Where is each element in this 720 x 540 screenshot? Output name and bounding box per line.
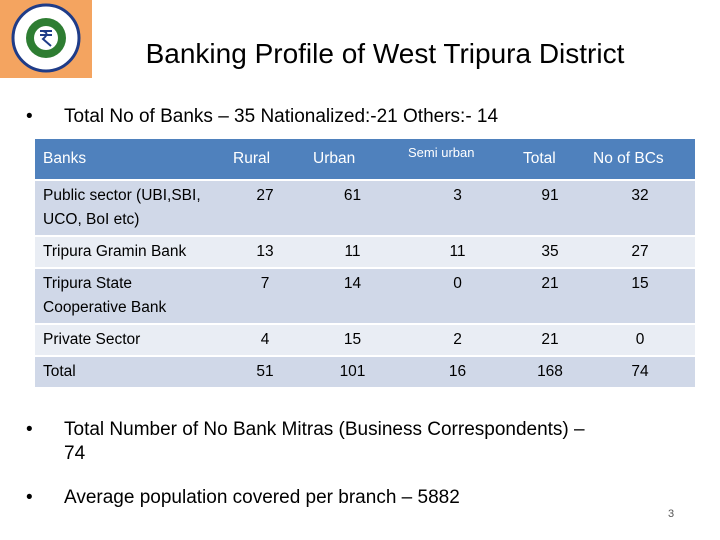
cell: 51	[225, 357, 305, 387]
cell: 3	[400, 181, 515, 235]
bullet-text: Total No of Banks – 35 Nationalized:-21 …	[64, 106, 499, 127]
bullet-text: Average population covered per branch – …	[64, 487, 460, 508]
cell: 61	[305, 181, 400, 235]
column-header: Total	[515, 139, 585, 179]
page-number: 3	[668, 508, 675, 520]
bank-table: Banks Rural Urban Semi urban Total No of BCs …	[35, 137, 695, 389]
row-label: Public sector (UBI,SBI, UCO, BoI etc)	[35, 181, 225, 235]
bullet-dot: •	[26, 419, 33, 440]
cell: 27	[585, 237, 695, 267]
cell: 21	[515, 325, 585, 355]
cell: 101	[305, 357, 400, 387]
table-row: Private Sector 4 15 2 21 0	[35, 325, 695, 355]
row-label: Private Sector	[35, 325, 225, 355]
cell: 11	[400, 237, 515, 267]
cell: 32	[585, 181, 695, 235]
logo-inner	[34, 26, 58, 50]
logo-symbol	[40, 30, 52, 47]
bullet: • Total Number of No Bank Mitras (Busine…	[26, 418, 586, 466]
row-label: Tripura Gramin Bank	[35, 237, 225, 267]
table-row: Tripura Gramin Bank 13 11 11 35 27	[35, 237, 695, 267]
bullet-text: Total Number of No Bank Mitras (Business…	[64, 419, 585, 464]
cell: 7	[225, 269, 305, 323]
header-row: Banks Rural Urban Semi urban Total No of BCs	[35, 139, 695, 179]
table-row: Tripura State Cooperative Bank 7 14 0 21 15	[35, 269, 695, 323]
cell: 91	[515, 181, 585, 235]
cell: 15	[585, 269, 695, 323]
bullet-dot: •	[26, 106, 33, 127]
column-header: Semi urban	[400, 139, 515, 179]
column-header: Rural	[225, 139, 305, 179]
column-header: Banks	[35, 139, 225, 179]
cell: 0	[585, 325, 695, 355]
cell: 74	[585, 357, 695, 387]
cell: 35	[515, 237, 585, 267]
bullet-dot: •	[26, 487, 33, 508]
cell: 15	[305, 325, 400, 355]
row-label: Total	[35, 357, 225, 387]
cell: 27	[225, 181, 305, 235]
slide-title: Banking Profile of West Tripura District	[145, 38, 625, 69]
table-row: Total 51 101 16 168 74	[35, 357, 695, 387]
row-label: Tripura State Cooperative Bank	[35, 269, 225, 323]
cell: 11	[305, 237, 400, 267]
bullet: • Average population covered per branch …	[26, 486, 626, 510]
cell: 21	[515, 269, 585, 323]
column-header: No of BCs	[585, 139, 695, 179]
cell: 0	[400, 269, 515, 323]
cell: 2	[400, 325, 515, 355]
cell: 13	[225, 237, 305, 267]
column-header: Urban	[305, 139, 400, 179]
logo	[0, 0, 92, 78]
cell: 16	[400, 357, 515, 387]
cell: 168	[515, 357, 585, 387]
cell: 4	[225, 325, 305, 355]
cell: 14	[305, 269, 400, 323]
table-row: Public sector (UBI,SBI, UCO, BoI etc) 27 6…	[35, 181, 695, 235]
bullet: • Total No of Banks – 35 Nationalized:-2…	[26, 105, 498, 129]
